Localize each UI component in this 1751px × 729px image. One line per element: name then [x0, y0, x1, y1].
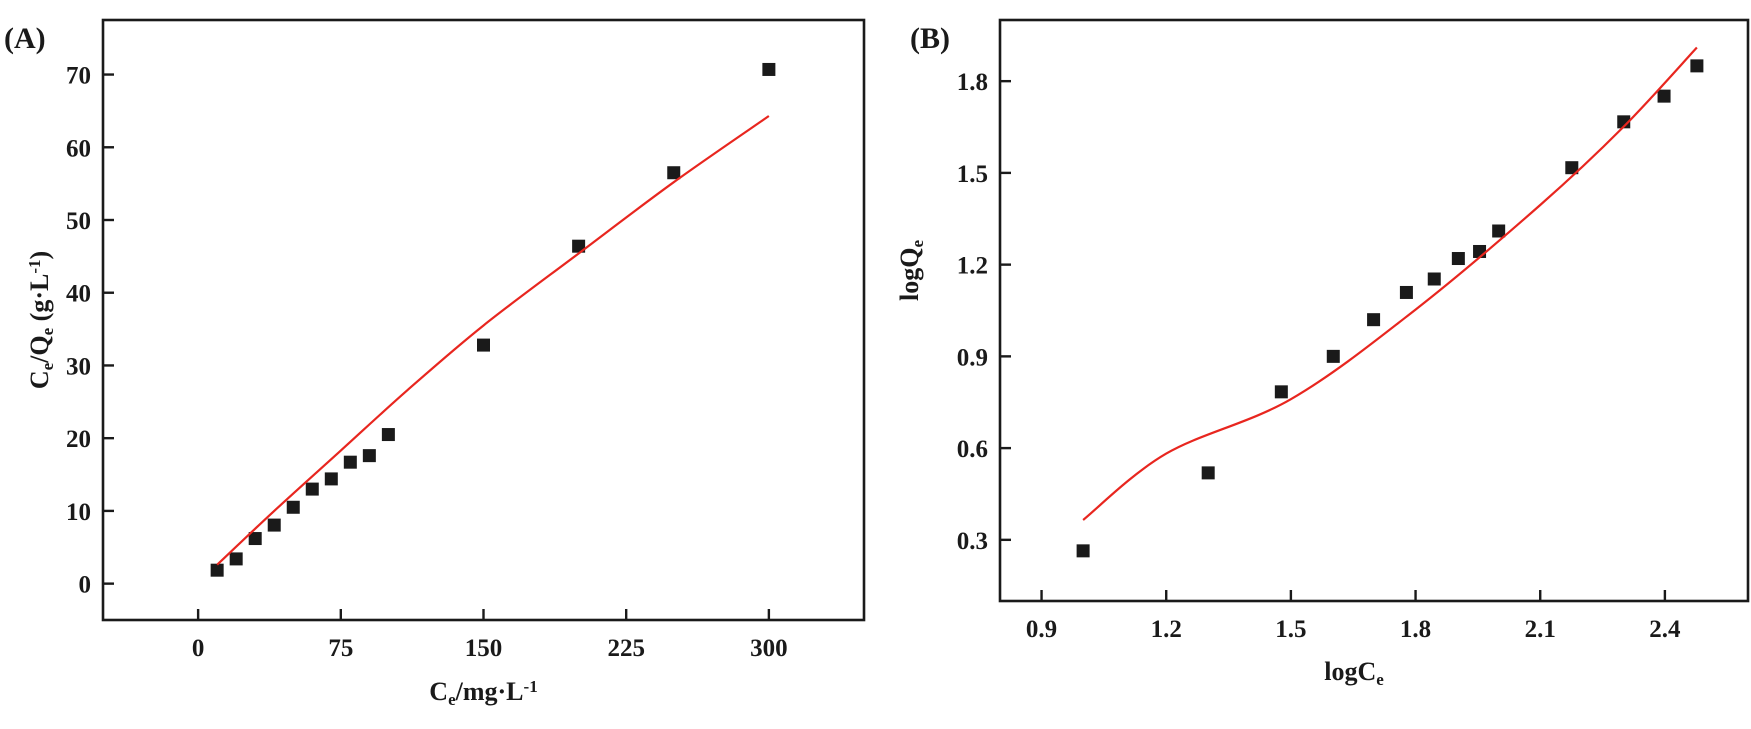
- panel-a: (A)0 75 150 225 300010203040506070Ce/mg·L-1C…: [4, 18, 866, 709]
- x-tick-label: 2.4: [1649, 616, 1681, 643]
- data-point: [1492, 224, 1506, 238]
- data-point: [324, 472, 338, 486]
- subscript: e: [908, 240, 927, 248]
- y-tick-label: 30: [66, 353, 91, 380]
- plot-frame: [998, 18, 1750, 603]
- y-tick-label: 10: [66, 499, 91, 526]
- y-tick-label: 1.2: [957, 253, 988, 280]
- data-point: [1427, 272, 1441, 286]
- y-tick-label: 20: [66, 426, 91, 453]
- label-text: C: [25, 370, 54, 389]
- data-point: [248, 532, 262, 546]
- label-text: (g·L: [25, 274, 54, 328]
- data-point: [762, 62, 776, 76]
- data-point: [343, 455, 357, 469]
- y-tick-label: 0.9: [957, 344, 988, 371]
- panel-label: (B): [910, 22, 950, 55]
- x-tick-label: 75: [328, 635, 353, 662]
- x-tick-label: 0: [192, 635, 205, 662]
- fit-curve: [216, 115, 770, 566]
- x-tick-label: 1.2: [1151, 616, 1182, 643]
- data-point: [286, 500, 300, 514]
- y-tick-label: 0.3: [957, 528, 988, 555]
- subscript: e: [38, 327, 57, 335]
- plot-frame: [101, 18, 866, 622]
- data-point: [667, 166, 681, 180]
- label-text: C: [429, 677, 448, 706]
- y-tick-label: 40: [66, 281, 91, 308]
- x-tick-label: 300: [750, 635, 788, 662]
- x-tick-label: 2.1: [1525, 616, 1556, 643]
- data-point: [1399, 285, 1413, 299]
- x-tick-label: 150: [465, 635, 503, 662]
- y-tick-label: 70: [66, 63, 91, 90]
- data-point: [1451, 252, 1465, 266]
- data-point: [267, 518, 281, 532]
- x-axis-label: Ce/mg·L-1: [429, 677, 537, 709]
- data-point: [229, 552, 243, 566]
- x-tick-label: 1.5: [1275, 616, 1306, 643]
- y-tick-label: 50: [66, 208, 91, 235]
- data-point: [362, 449, 376, 463]
- data-point: [381, 428, 395, 442]
- superscript: -1: [25, 260, 44, 274]
- data-point: [1617, 115, 1631, 129]
- data-point: [1274, 385, 1288, 399]
- y-tick-label: 0: [79, 572, 92, 599]
- subscript: e: [38, 362, 57, 370]
- data-point: [477, 338, 490, 352]
- y-tick-label: 1.5: [957, 161, 988, 188]
- label-text: ): [25, 251, 54, 260]
- label-text: logQ: [895, 248, 924, 301]
- data-point: [572, 239, 586, 253]
- label-text: logC: [1324, 657, 1376, 686]
- data-point: [1565, 161, 1579, 175]
- fit-curve: [1082, 46, 1698, 521]
- data-point: [1657, 89, 1671, 103]
- y-tick-label: 1.8: [957, 69, 988, 96]
- panel-b: (B) 0.9 1.2 1.5 1.8 2.1 2.4 0.3 0.6 0.9 1.2 1.5 1.8 l…: [895, 18, 1750, 689]
- panel-label: (A): [4, 22, 46, 55]
- y-axis-label: logQe: [895, 240, 927, 301]
- label-text: /mg·L: [455, 677, 524, 706]
- x-tick-label: 1.8: [1400, 616, 1431, 643]
- subscript: e: [1376, 670, 1384, 689]
- data-point: [1690, 59, 1704, 73]
- label-text: /Q: [25, 335, 54, 363]
- data-point: [1367, 313, 1381, 327]
- y-tick-label: 0.6: [957, 436, 988, 463]
- data-point: [305, 482, 319, 496]
- data-point: [1076, 544, 1090, 558]
- data-point: [1326, 349, 1340, 363]
- x-axis-label: logCe: [1324, 657, 1384, 689]
- y-axis-label: Ce/Qe (g·L-1): [25, 251, 57, 389]
- subscript: e: [448, 690, 456, 709]
- data-point: [210, 563, 224, 577]
- x-tick-label: 225: [607, 635, 645, 662]
- y-tick-label: 60: [66, 135, 91, 162]
- data-point: [1201, 466, 1215, 480]
- superscript: -1: [524, 677, 538, 696]
- x-tick-label: 0.9: [1026, 616, 1057, 643]
